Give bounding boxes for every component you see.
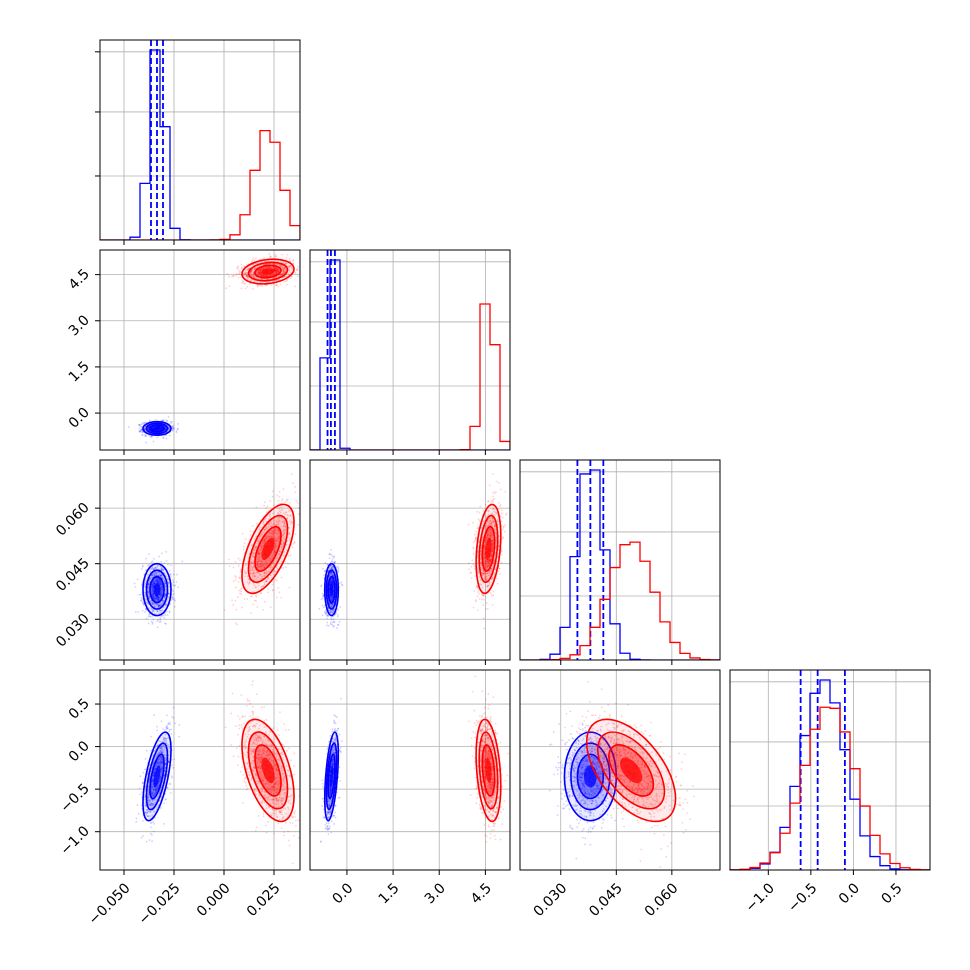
x-tick-label: 1.5 — [376, 880, 403, 907]
x-tick-label: 3.0 — [422, 880, 449, 907]
histogram-red — [310, 303, 510, 450]
contour-blue — [153, 765, 161, 788]
panel-frame — [99, 459, 301, 661]
scatter-panel-v2-v3 — [309, 459, 511, 665]
scatter-panel-v3-v4: 0.030 0.045 0.060 — [519, 669, 721, 920]
scatter-panel-v1-v4: −0.050 −0.025 0.000 0.025 −1.0 −0.5 0.0 0.5 — [57, 669, 301, 928]
panel-frame — [309, 249, 511, 451]
contour-red — [261, 537, 275, 561]
contour-blue — [153, 426, 161, 431]
contour-red — [619, 757, 643, 784]
y-tick-label: 0.0 — [66, 405, 93, 432]
hist-panel-v2 — [309, 249, 511, 455]
hist-panel-v3 — [519, 459, 721, 665]
contour-blue — [329, 765, 334, 788]
y-tick-label: 0.045 — [53, 555, 93, 595]
x-tick-label: 0.000 — [194, 880, 234, 920]
y-tick-label: −1.0 — [57, 823, 92, 858]
scatter-panel-v1-v3: 0.030 0.045 0.060 — [53, 459, 301, 665]
x-tick-label: 0.0 — [329, 880, 356, 907]
contour-blue — [153, 583, 161, 597]
x-tick-label: 0.030 — [531, 880, 571, 920]
hist-panel-v4: −1.0 −0.5 0.0 0.5 — [729, 669, 931, 916]
contour-red — [261, 757, 275, 784]
x-tick-label: 0.045 — [586, 880, 626, 920]
histogram-red — [100, 129, 300, 240]
contour-blue — [329, 583, 334, 597]
x-tick-label: 0.025 — [244, 880, 284, 920]
histogram-red — [730, 706, 930, 870]
x-tick-label: 0.060 — [642, 880, 682, 920]
x-tick-label: 4.5 — [468, 880, 495, 907]
scatter-panel-v1-v2: 0.0 1.5 3.0 4.5 — [66, 249, 301, 455]
x-tick-label: −0.050 — [86, 880, 134, 928]
y-tick-label: −0.5 — [57, 781, 92, 816]
panel-frame — [729, 669, 931, 871]
y-tick-label: 0.5 — [66, 696, 93, 723]
y-tick-label: 0.030 — [53, 611, 93, 651]
panel-frame — [99, 39, 301, 241]
scatter-panel-v2-v4: 0.0 1.5 3.0 4.5 — [309, 669, 511, 907]
x-tick-label: −0.025 — [136, 880, 184, 928]
y-tick-label: 4.5 — [66, 266, 93, 293]
y-tick-label: 1.5 — [66, 358, 93, 385]
contour-red — [485, 537, 492, 561]
panel-frame — [309, 459, 511, 661]
y-tick-label: 3.0 — [66, 312, 93, 339]
panel-frame — [519, 459, 721, 661]
x-tick-label: −1.0 — [743, 880, 778, 915]
histogram-blue — [100, 49, 300, 240]
histogram-blue — [310, 259, 510, 450]
panel-frame — [99, 669, 301, 871]
panel-frame — [519, 669, 721, 871]
panel-frame — [99, 249, 301, 451]
y-tick-label: 0.060 — [53, 500, 93, 540]
hist-panel-v1 — [95, 39, 301, 245]
y-tick-label: 0.0 — [66, 738, 93, 765]
contour-red — [261, 268, 275, 275]
x-tick-label: 0.0 — [836, 880, 863, 907]
panel-frame — [309, 669, 511, 871]
contour-red — [485, 757, 492, 784]
x-tick-label: −0.5 — [785, 880, 820, 915]
x-tick-label: 0.5 — [879, 880, 906, 907]
